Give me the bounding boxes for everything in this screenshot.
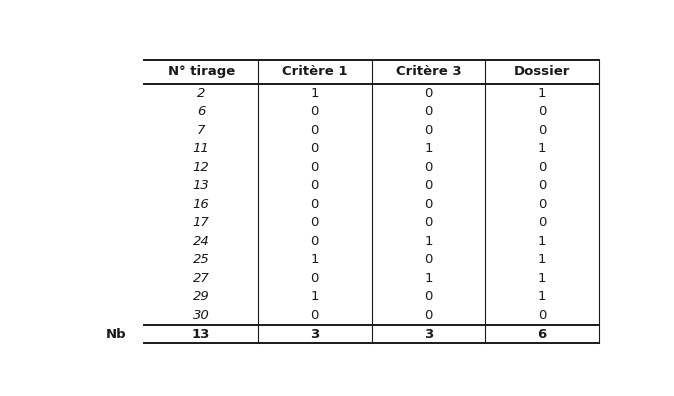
Text: 1: 1 (538, 272, 546, 285)
Text: 0: 0 (424, 216, 433, 229)
Text: 0: 0 (424, 198, 433, 211)
Text: 0: 0 (424, 105, 433, 118)
Text: 1: 1 (538, 253, 546, 267)
Text: 1: 1 (311, 290, 319, 303)
Text: 0: 0 (538, 216, 546, 229)
Text: 1: 1 (538, 290, 546, 303)
Text: 1: 1 (311, 87, 319, 99)
Text: 0: 0 (424, 124, 433, 137)
Text: 0: 0 (538, 309, 546, 322)
Text: Critère 1: Critère 1 (282, 65, 348, 78)
Text: 0: 0 (311, 124, 319, 137)
Text: 0: 0 (311, 161, 319, 174)
Text: 27: 27 (193, 272, 210, 285)
Text: 13: 13 (192, 327, 210, 341)
Text: 0: 0 (311, 142, 319, 155)
Text: 29: 29 (193, 290, 210, 303)
Text: 0: 0 (538, 198, 546, 211)
Text: 1: 1 (424, 142, 433, 155)
Text: 0: 0 (424, 161, 433, 174)
Text: 24: 24 (193, 235, 210, 248)
Text: 0: 0 (538, 161, 546, 174)
Text: 3: 3 (424, 327, 433, 341)
Text: 1: 1 (424, 272, 433, 285)
Text: 0: 0 (424, 290, 433, 303)
Text: 3: 3 (310, 327, 319, 341)
Text: 13: 13 (193, 179, 210, 192)
Text: 1: 1 (538, 87, 546, 99)
Text: 12: 12 (193, 161, 210, 174)
Text: 0: 0 (538, 105, 546, 118)
Text: 0: 0 (538, 124, 546, 137)
Text: 0: 0 (424, 87, 433, 99)
Text: Nb: Nb (105, 327, 126, 341)
Text: 6: 6 (197, 105, 206, 118)
Text: 0: 0 (311, 309, 319, 322)
Text: 0: 0 (311, 179, 319, 192)
Text: Critère 3: Critère 3 (396, 65, 461, 78)
Text: 25: 25 (193, 253, 210, 267)
Text: 16: 16 (193, 198, 210, 211)
Text: 7: 7 (197, 124, 206, 137)
Text: 0: 0 (424, 309, 433, 322)
Text: 1: 1 (424, 235, 433, 248)
Text: 0: 0 (311, 105, 319, 118)
Text: N° tirage: N° tirage (168, 65, 235, 78)
Text: 6: 6 (537, 327, 547, 341)
Text: 0: 0 (311, 198, 319, 211)
Text: 1: 1 (538, 235, 546, 248)
Text: 1: 1 (538, 142, 546, 155)
Text: 0: 0 (424, 253, 433, 267)
Text: 17: 17 (193, 216, 210, 229)
Text: 11: 11 (193, 142, 210, 155)
Text: 0: 0 (311, 235, 319, 248)
Text: Dossier: Dossier (514, 65, 570, 78)
Text: 2: 2 (197, 87, 206, 99)
Text: 1: 1 (311, 253, 319, 267)
Text: 0: 0 (424, 179, 433, 192)
Text: 0: 0 (538, 179, 546, 192)
Text: 0: 0 (311, 216, 319, 229)
Text: 30: 30 (193, 309, 210, 322)
Text: 0: 0 (311, 272, 319, 285)
